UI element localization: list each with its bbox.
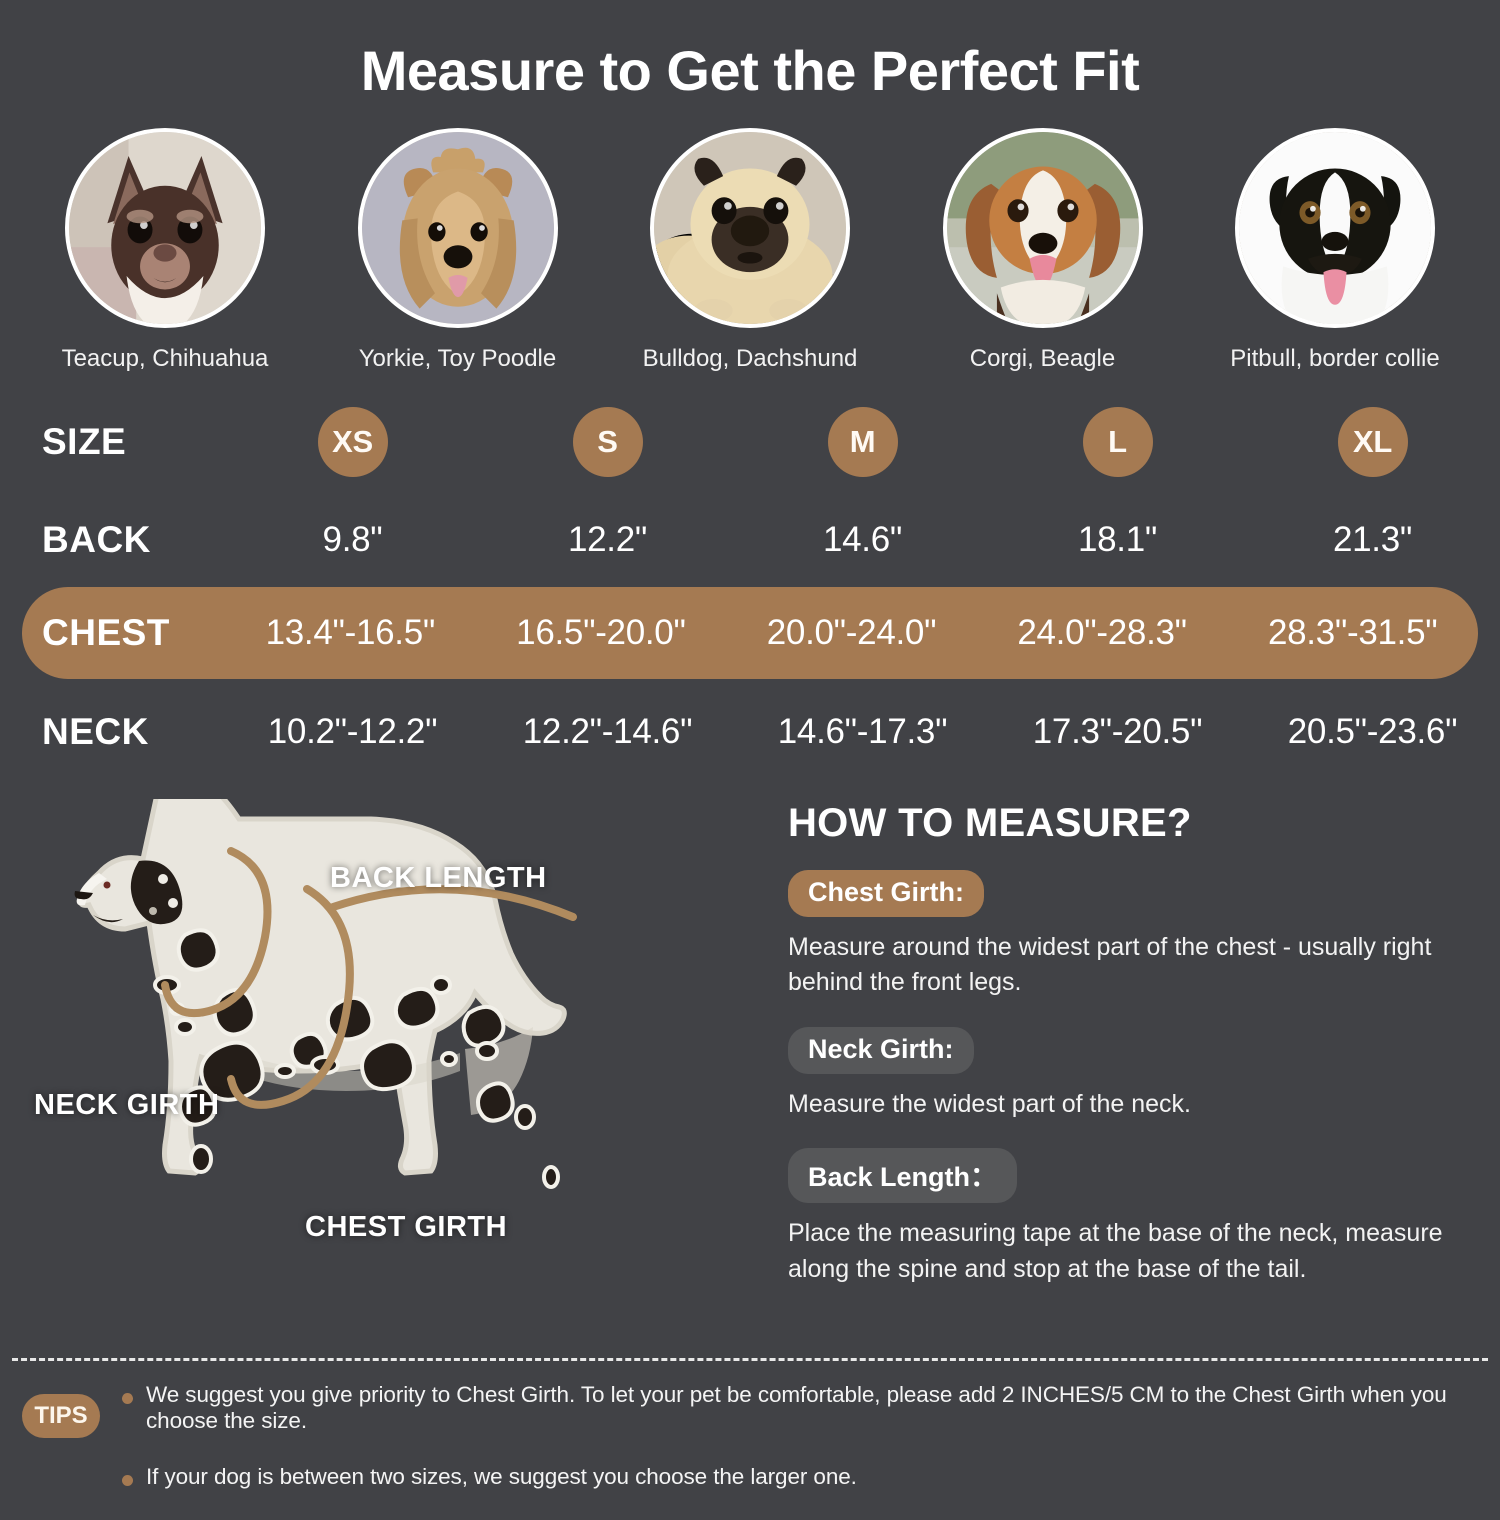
- breed-label: Bulldog, Dachshund: [642, 344, 858, 372]
- tips-badge: TIPS: [22, 1394, 100, 1438]
- measure-item-neck: Neck Girth: Measure the widest part of t…: [788, 1026, 1455, 1123]
- label-neck-girth: NECK GIRTH: [34, 1088, 220, 1121]
- neck-value: 10.2"-12.2": [267, 711, 438, 751]
- size-badge-l: L: [1082, 406, 1153, 477]
- size-cell: S: [480, 406, 735, 477]
- back-value: 18.1": [1077, 519, 1158, 559]
- back-length-arc: [329, 884, 577, 921]
- dog-photo-yorkie: [357, 127, 558, 328]
- chihuahua-illustration: [69, 131, 261, 324]
- size-badge-m: M: [827, 406, 898, 477]
- tips-section: TIPS We suggest you give priority to Che…: [0, 1382, 1500, 1520]
- back-value: 9.8": [322, 519, 383, 559]
- size-badge-xs: XS: [317, 406, 388, 477]
- chest-value: 20.0"-24.0": [766, 612, 937, 652]
- how-to-measure-heading: HOW TO MEASURE?: [788, 800, 1192, 845]
- chest-value: 16.5"-20.0": [516, 612, 686, 652]
- chip-neck-girth: Neck Girth:: [788, 1026, 974, 1074]
- dog-measurement-diagram: BACK LENGTH NECK GIRTH CHEST GIRTH: [0, 798, 770, 1243]
- beagle-illustration: [946, 131, 1139, 324]
- neck-value: 14.6"-17.3": [777, 711, 948, 751]
- yorkie-illustration: [361, 131, 554, 324]
- chip-back-length: Back Length：: [788, 1148, 1018, 1204]
- bullet-icon: [122, 1393, 133, 1404]
- tip-text: If your dog is between two sizes, we sug…: [146, 1464, 857, 1489]
- row-label-chest: CHEST: [42, 611, 170, 653]
- measure-item-chest: Chest Girth: Measure around the widest p…: [788, 869, 1455, 1001]
- neck-value: 20.5"-23.6": [1287, 711, 1458, 751]
- size-badge-xl: XL: [1337, 406, 1408, 477]
- size-table: SIZE XS S M L XL BACK 9.8" 12.2" 14.6" 1…: [0, 395, 1500, 779]
- neck-value: 17.3"-20.5": [1032, 711, 1203, 751]
- tip-text: We suggest you give priority to Chest Gi…: [146, 1382, 1447, 1433]
- table-row-chest: CHEST 13.4"-16.5" 16.5"-20.0" 20.0"-24.0…: [22, 586, 1478, 679]
- breed-photo-row: Teacup, Chihuahua: [0, 102, 1500, 373]
- chip-chest-girth: Chest Girth:: [788, 869, 985, 917]
- breed-label: Corgi, Beagle: [969, 344, 1116, 372]
- breed-cell: Corgi, Beagle: [923, 127, 1163, 373]
- tips-list: We suggest you give priority to Chest Gi…: [122, 1382, 1478, 1520]
- dalmatian-spots: [153, 927, 560, 1189]
- breed-cell: Pitbull, border collie: [1215, 127, 1455, 373]
- row-label-back: BACK: [42, 518, 151, 560]
- border-collie-illustration: [1239, 131, 1431, 324]
- neck-value: 12.2"-14.6": [522, 711, 693, 751]
- how-to-measure-panel: HOW TO MEASURE? Chest Girth: Measure aro…: [770, 799, 1500, 1314]
- label-chest-girth: CHEST GIRTH: [305, 1210, 508, 1243]
- label-back-length: BACK LENGTH: [330, 861, 547, 894]
- dog-photo-pug: [650, 127, 850, 328]
- size-cell: XS: [225, 406, 480, 477]
- back-value: 21.3": [1332, 519, 1413, 559]
- back-value: 12.2": [567, 519, 648, 559]
- table-row-back: BACK 9.8" 12.2" 14.6" 18.1" 21.3": [0, 493, 1500, 587]
- breed-cell: Bulldog, Dachshund: [630, 127, 870, 373]
- chest-value: 13.4"-16.5": [265, 612, 436, 652]
- back-value: 14.6": [822, 519, 903, 559]
- size-cell: L: [990, 406, 1245, 477]
- body-neck-girth: Measure the widest part of the neck.: [788, 1089, 1191, 1118]
- breed-label: Yorkie, Toy Poodle: [358, 344, 557, 372]
- measure-item-back: Back Length： Place the measuring tape at…: [788, 1148, 1455, 1287]
- breed-label: Teacup, Chihuahua: [61, 344, 269, 372]
- body-back-length: Place the measuring tape at the base of …: [788, 1219, 1443, 1283]
- list-item: If your dog is between two sizes, we sug…: [122, 1464, 1478, 1490]
- chest-girth-arc: [227, 884, 354, 1109]
- dog-photo-beagle: [942, 127, 1143, 328]
- row-label-neck: NECK: [42, 710, 149, 752]
- chest-value: 24.0"-28.3": [1017, 612, 1187, 652]
- size-cell: M: [735, 406, 990, 477]
- dog-photo-chihuahua: [65, 127, 265, 328]
- breed-cell: Yorkie, Toy Poodle: [338, 127, 578, 373]
- size-badge-s: S: [572, 406, 643, 477]
- lower-section: BACK LENGTH NECK GIRTH CHEST GIRTH HOW T…: [0, 798, 1500, 1314]
- measurement-arcs: [161, 846, 577, 1109]
- breed-cell: Teacup, Chihuahua: [45, 127, 285, 373]
- list-item: We suggest you give priority to Chest Gi…: [122, 1382, 1478, 1434]
- dalmatian-head-detail: [74, 860, 183, 924]
- chest-value: 28.3"-31.5": [1267, 612, 1438, 652]
- tips-divider: [12, 1358, 1488, 1361]
- row-label-size: SIZE: [42, 420, 127, 462]
- breed-label: Pitbull, border collie: [1230, 344, 1440, 372]
- pug-illustration: [654, 131, 846, 324]
- table-row-size: SIZE XS S M L XL: [0, 395, 1500, 489]
- dalmatian-diagram-illustration: [74, 798, 577, 1189]
- table-row-neck: NECK 10.2"-12.2" 12.2"-14.6" 14.6"-17.3"…: [0, 685, 1500, 779]
- body-chest-girth: Measure around the widest part of the ch…: [788, 932, 1432, 997]
- size-cell: XL: [1245, 406, 1500, 477]
- dog-photo-border-collie: [1235, 127, 1435, 328]
- bullet-icon: [122, 1475, 133, 1486]
- neck-girth-arc: [161, 846, 272, 1017]
- page-title: Measure to Get the Perfect Fit: [360, 39, 1140, 102]
